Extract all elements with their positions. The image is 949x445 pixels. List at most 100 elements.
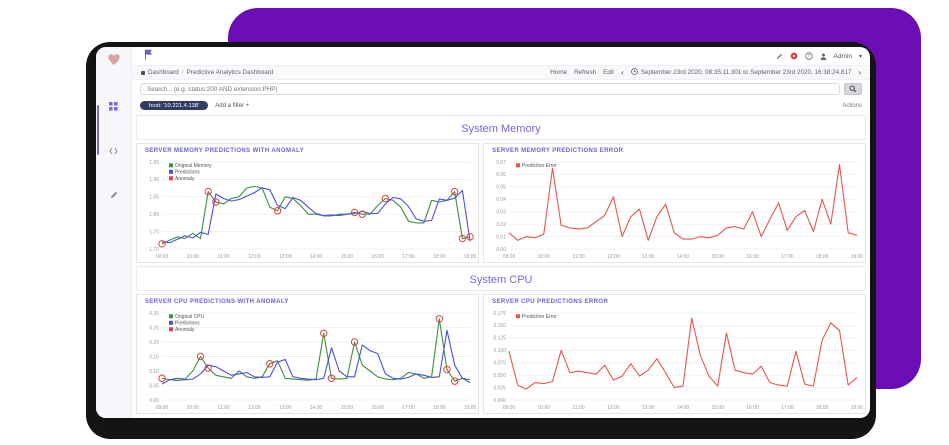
dev-console-icon[interactable] <box>109 142 118 160</box>
clock-icon <box>630 68 638 77</box>
section-system-memory: System Memory <box>136 115 866 140</box>
svg-text:0.00: 0.00 <box>496 247 506 253</box>
svg-text:11:00: 11:00 <box>218 254 230 260</box>
svg-text:13:00: 13:00 <box>279 405 292 411</box>
svg-text:14:00: 14:00 <box>310 405 323 411</box>
svg-text:Prediction Error: Prediction Error <box>522 314 557 320</box>
svg-text:13:00: 13:00 <box>642 405 655 411</box>
svg-text:10:00: 10:00 <box>187 405 200 411</box>
svg-text:15:00: 15:00 <box>341 254 354 260</box>
edit-pencil-icon[interactable] <box>110 186 118 204</box>
svg-text:09:00: 09:00 <box>156 405 169 411</box>
svg-text:Predictions: Predictions <box>175 170 200 176</box>
svg-text:1.90: 1.90 <box>149 177 159 183</box>
svg-text:0.03: 0.03 <box>496 210 506 216</box>
svg-text:18:00: 18:00 <box>433 405 446 411</box>
search-input[interactable] <box>140 83 840 95</box>
svg-text:0.075: 0.075 <box>494 361 507 367</box>
svg-text:?: ? <box>807 54 810 60</box>
svg-text:14:00: 14:00 <box>677 405 690 411</box>
svg-text:10:00: 10:00 <box>538 254 551 260</box>
svg-text:16:00: 16:00 <box>371 254 384 260</box>
heart-logo <box>106 52 122 72</box>
svg-text:13:00: 13:00 <box>279 254 292 260</box>
svg-text:0.100: 0.100 <box>494 348 507 354</box>
svg-text:15:00: 15:00 <box>341 405 354 411</box>
svg-text:0.125: 0.125 <box>494 336 507 342</box>
breadcrumb: Dashboard / Predictive Analytics Dashboa… <box>141 69 273 76</box>
panel-memory-predictions-error: SERVER MEMORY PREDICTIONS ERROR 0.07 0.06… <box>483 143 866 263</box>
svg-text:Prediction Error: Prediction Error <box>522 163 557 169</box>
section-title: System Memory <box>461 122 541 135</box>
user-icon[interactable] <box>820 47 827 65</box>
notification-badge[interactable] <box>790 47 798 65</box>
svg-text:15:00: 15:00 <box>712 405 725 411</box>
svg-text:17:00: 17:00 <box>402 254 415 260</box>
titlebar: ? Admin ▾ <box>132 47 870 65</box>
cpu-error-chart: 0.175 0.150 0.125 0.100 0.075 0.050 0.025 0.000… <box>494 311 864 411</box>
filter-bar: host: '10.221.4.138' Add a filter + Acti… <box>132 98 870 113</box>
edit-icon[interactable] <box>776 47 783 65</box>
titlebar-actions: ? Admin ▾ <box>776 47 862 65</box>
dashboard-icon[interactable] <box>109 98 118 116</box>
search-bar <box>132 80 870 98</box>
svg-text:1.75: 1.75 <box>149 229 159 235</box>
add-filter-link[interactable]: Add a filter + <box>215 102 250 109</box>
time-range-text: September 23rd 2020, 08:35:11.301 to Sep… <box>640 69 852 76</box>
svg-text:1.85: 1.85 <box>149 195 159 201</box>
svg-text:0.02: 0.02 <box>496 222 506 228</box>
flag-icon[interactable] <box>144 47 153 65</box>
svg-text:13:00: 13:00 <box>642 254 655 260</box>
sidebar <box>96 47 132 418</box>
svg-text:Original Memory: Original Memory <box>175 163 212 169</box>
nav-link-home[interactable]: Home <box>550 69 568 76</box>
search-button[interactable] <box>844 83 862 95</box>
svg-text:0.00: 0.00 <box>149 398 159 404</box>
cpu-chart-row: SERVER CPU PREDICTIONS WITH ANOMALY 0.30… <box>136 294 866 414</box>
panel-cpu-predictions-anomaly: SERVER CPU PREDICTIONS WITH ANOMALY 0.30… <box>136 294 480 414</box>
svg-text:Original CPU: Original CPU <box>175 314 205 320</box>
svg-text:16:00: 16:00 <box>746 254 759 260</box>
section-title: System CPU <box>469 273 533 286</box>
svg-text:16:00: 16:00 <box>371 405 384 411</box>
time-range-picker[interactable]: September 23rd 2020, 08:35:11.301 to Sep… <box>630 68 852 77</box>
svg-text:18:00: 18:00 <box>433 254 446 260</box>
panel-memory-predictions-anomaly: SERVER MEMORY PREDICTIONS WITH ANOMALY 1… <box>136 143 480 263</box>
svg-text:19:00: 19:00 <box>464 254 477 260</box>
svg-text:Predictions: Predictions <box>175 321 200 327</box>
panel-title: SERVER MEMORY PREDICTIONS WITH ANOMALY <box>145 148 304 154</box>
svg-text:0.05: 0.05 <box>496 185 506 191</box>
section-system-cpu: System CPU <box>136 266 866 291</box>
svg-text:0.06: 0.06 <box>496 172 506 178</box>
svg-text:0.000: 0.000 <box>494 398 507 404</box>
actions-link[interactable]: Actions <box>842 102 862 109</box>
svg-text:18:00: 18:00 <box>816 254 829 260</box>
breadcrumb-section[interactable]: Dashboard <box>148 69 179 76</box>
svg-text:12:00: 12:00 <box>607 254 620 260</box>
svg-text:12:00: 12:00 <box>248 405 261 411</box>
nav-link-edit[interactable]: Edit <box>603 69 615 76</box>
svg-text:1.80: 1.80 <box>149 212 159 218</box>
svg-text:18:00: 18:00 <box>816 405 829 411</box>
svg-text:09:00: 09:00 <box>503 254 516 260</box>
svg-text:0.25: 0.25 <box>149 325 159 331</box>
user-name[interactable]: Admin <box>833 52 852 60</box>
svg-text:0.10: 0.10 <box>149 369 159 375</box>
filter-pill-host[interactable]: host: '10.221.4.138' <box>140 101 209 110</box>
nav-link-refresh[interactable]: Refresh <box>574 69 597 76</box>
svg-text:17:00: 17:00 <box>781 405 794 411</box>
help-icon[interactable]: ? <box>804 47 813 65</box>
time-prev-arrow[interactable]: ‹ <box>621 67 624 77</box>
chevron-down-icon[interactable]: ▾ <box>858 53 862 60</box>
svg-text:09:00: 09:00 <box>503 405 516 411</box>
svg-text:11:00: 11:00 <box>573 405 585 411</box>
search-icon <box>849 85 857 93</box>
time-next-arrow[interactable]: › <box>858 67 861 77</box>
svg-text:09:00: 09:00 <box>156 254 169 260</box>
breadcrumb-separator: / <box>181 69 184 76</box>
dashboard-content: System Memory SERVER MEMORY PREDICTIONS … <box>132 113 870 418</box>
svg-text:0.15: 0.15 <box>149 354 159 360</box>
navbar: Dashboard / Predictive Analytics Dashboa… <box>132 65 870 80</box>
